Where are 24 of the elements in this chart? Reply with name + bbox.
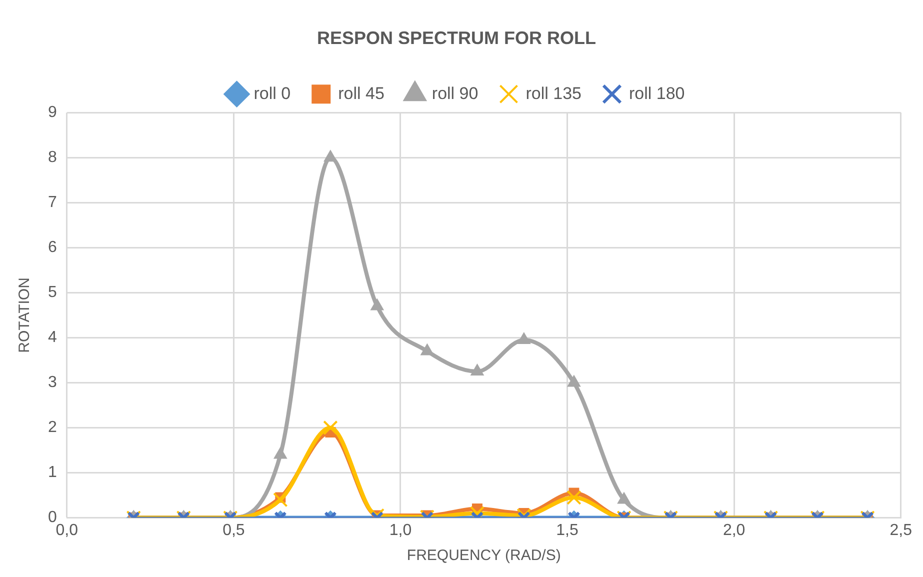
x-tick-label: 2,0 <box>722 522 746 539</box>
legend-label: roll 135 <box>526 84 582 103</box>
legend-label: roll 180 <box>628 84 685 103</box>
y-tick-label: 4 <box>48 329 57 346</box>
y-tick-label: 2 <box>48 419 57 436</box>
legend-label: roll 90 <box>432 84 478 103</box>
x-axis-title: FREQUENCY (RAD/S) <box>406 547 561 564</box>
x-tick-label: 1,5 <box>556 522 579 539</box>
y-tick-label: 3 <box>48 374 57 392</box>
x-tick-label: 0,0 <box>56 522 78 539</box>
legend-label: roll 0 <box>254 84 291 103</box>
y-tick-label: 1 <box>48 464 57 482</box>
y-tick-label: 7 <box>48 194 57 212</box>
y-axis-title: ROTATION <box>16 278 34 353</box>
y-tick-label: 9 <box>48 104 57 122</box>
y-tick-label: 0 <box>48 509 57 526</box>
y-tick-label: 8 <box>48 149 57 166</box>
x-tick-label: 0,5 <box>222 522 245 539</box>
y-tick-label: 6 <box>48 239 57 256</box>
legend-label: roll 45 <box>338 84 384 103</box>
y-tick-label: 5 <box>48 284 57 302</box>
x-tick-label: 2,5 <box>890 522 912 539</box>
x-tick-label: 1,0 <box>389 522 412 539</box>
chart-title: RESPON SPECTRUM FOR ROLL <box>316 28 596 48</box>
